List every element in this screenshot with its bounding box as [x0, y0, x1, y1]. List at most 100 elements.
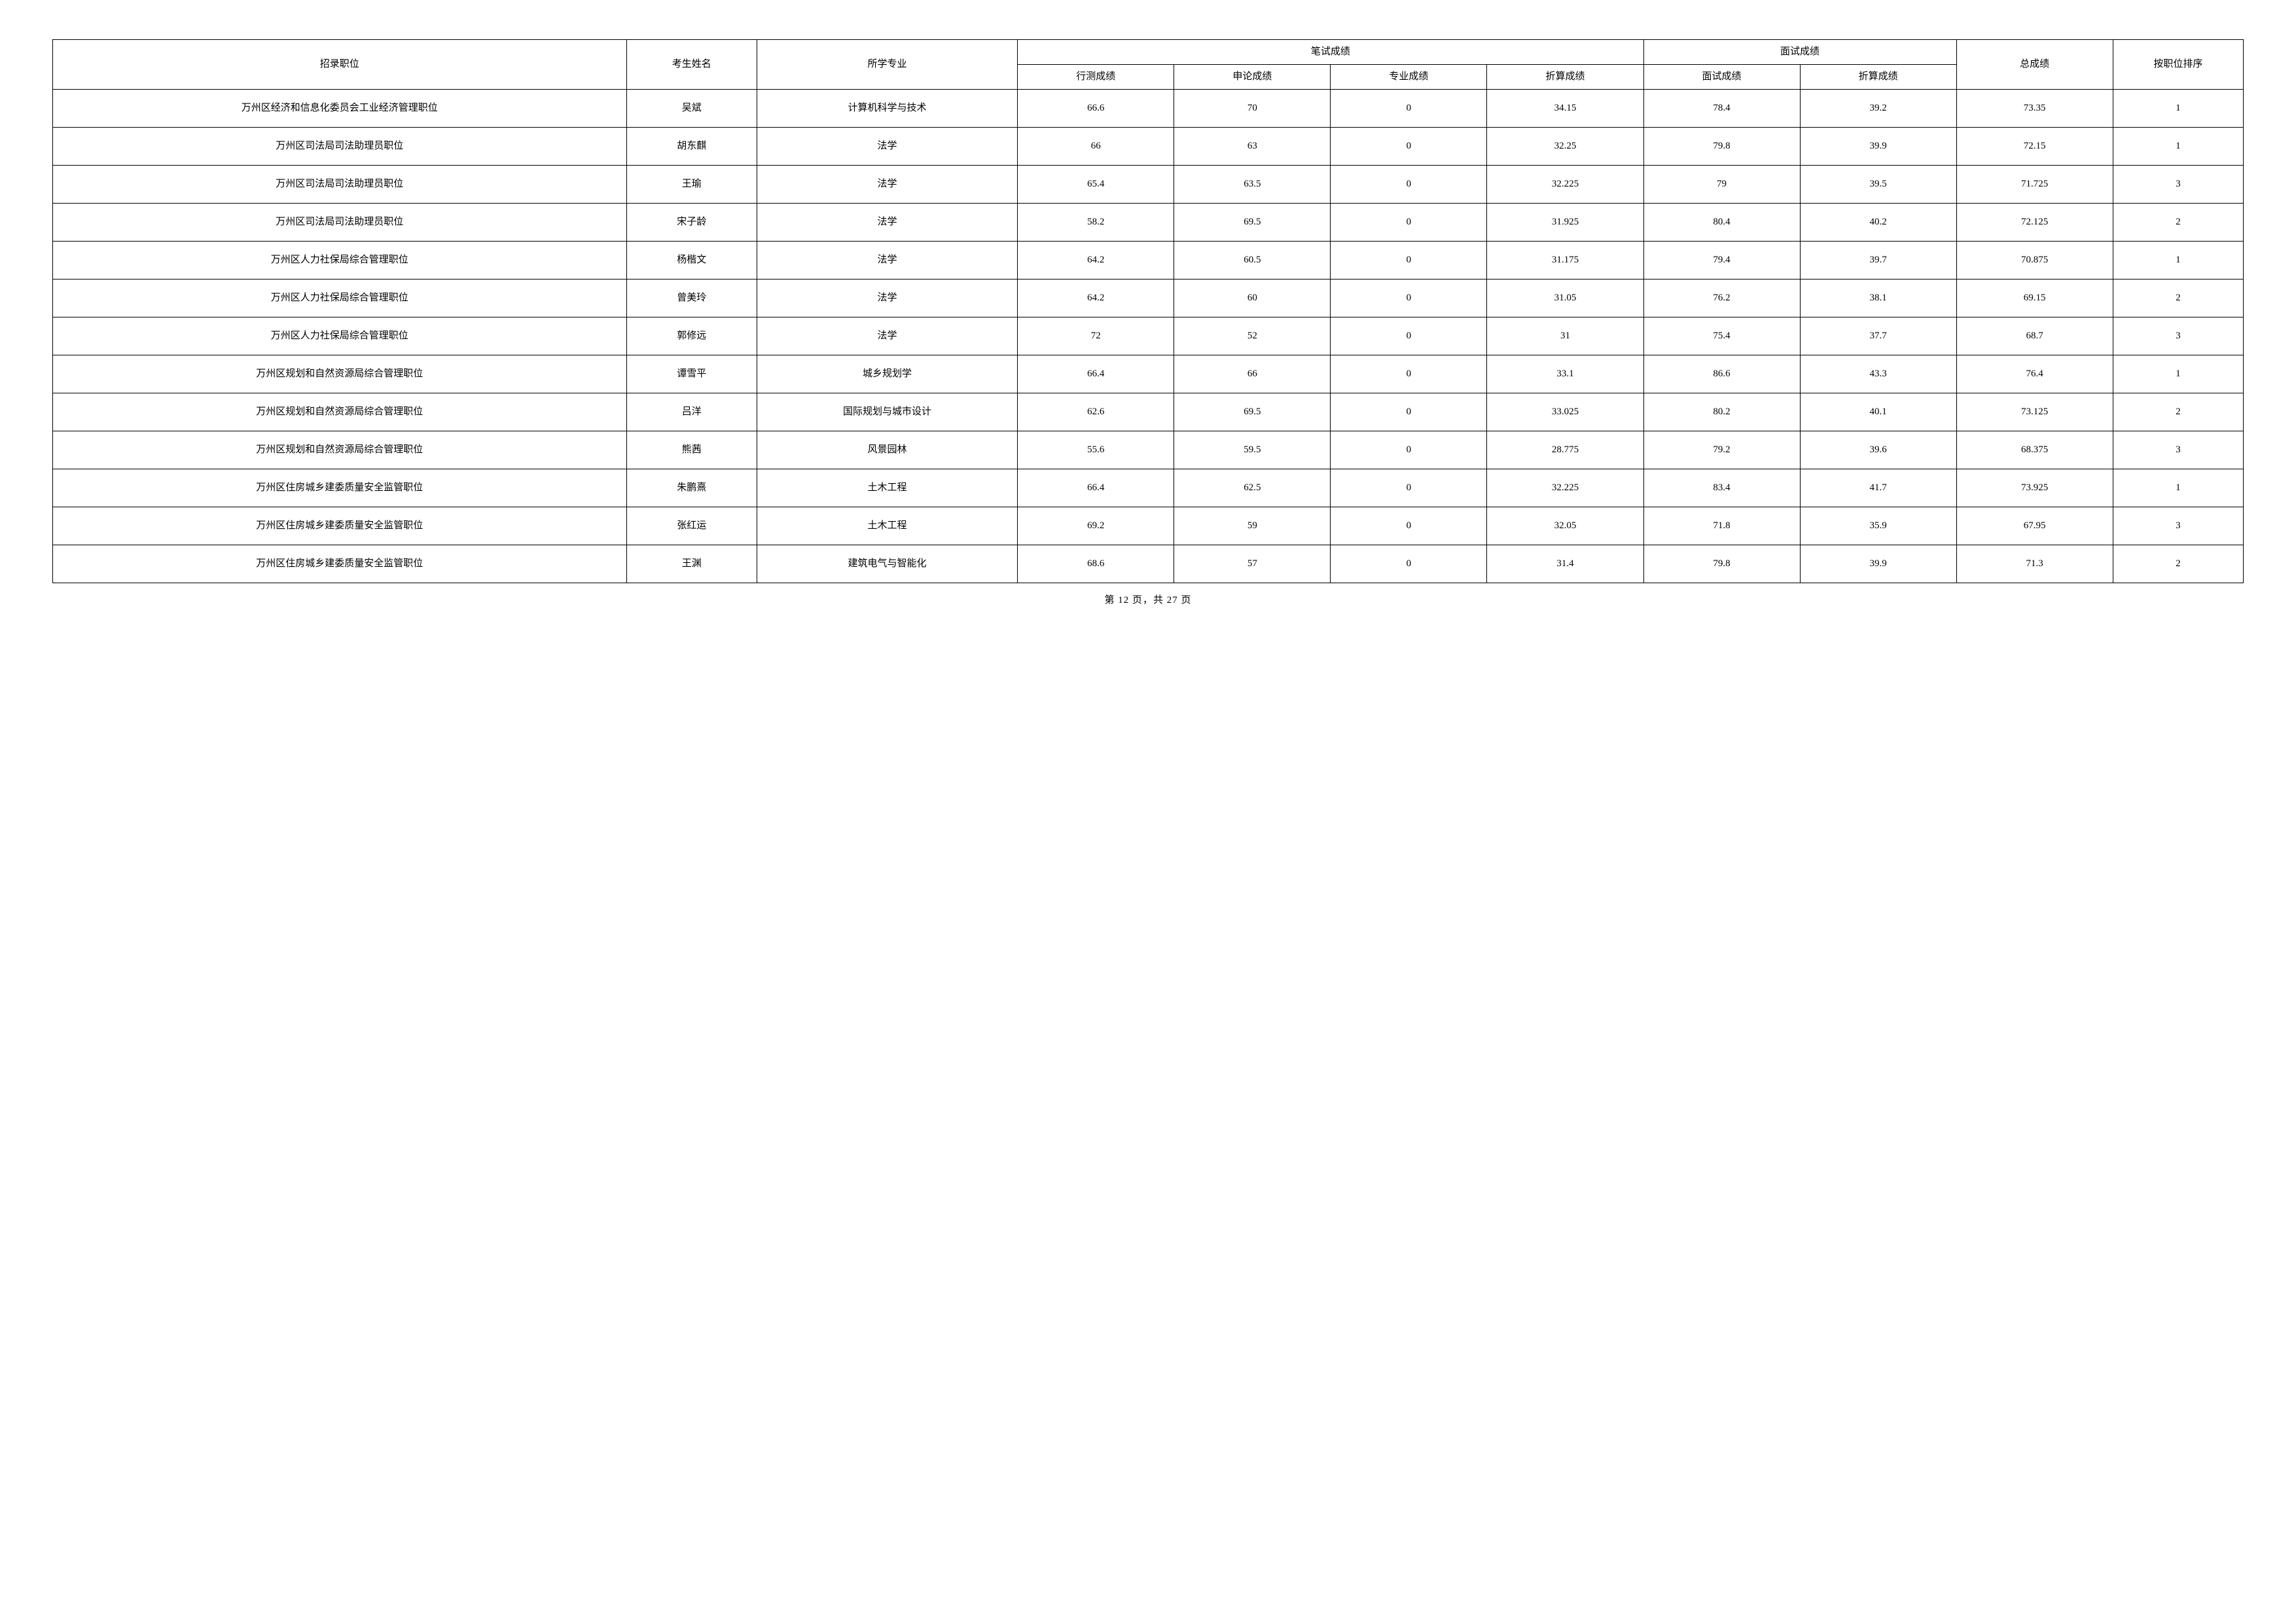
cell-zhuanye: 0 [1331, 469, 1487, 507]
cell-wconv: 31.175 [1487, 242, 1643, 280]
cell-major: 法学 [757, 280, 1017, 317]
cell-wconv: 31.05 [1487, 280, 1643, 317]
cell-wconv: 31.925 [1487, 204, 1643, 242]
cell-interview: 83.4 [1643, 469, 1800, 507]
cell-shenlun: 59 [1174, 507, 1331, 545]
cell-rank: 3 [2113, 166, 2243, 204]
cell-zhuanye: 0 [1331, 242, 1487, 280]
cell-major: 法学 [757, 128, 1017, 166]
cell-rank: 3 [2113, 431, 2243, 469]
cell-wconv: 28.775 [1487, 431, 1643, 469]
table-row: 万州区司法局司法助理员职位宋子龄法学58.269.5031.92580.440.… [53, 204, 2244, 242]
cell-shenlun: 69.5 [1174, 204, 1331, 242]
cell-wconv: 33.1 [1487, 355, 1643, 393]
cell-total: 72.15 [1956, 128, 2113, 166]
scores-table: 招录职位 考生姓名 所学专业 笔试成绩 面试成绩 总成绩 按职位排序 行测成绩 … [52, 39, 2244, 583]
cell-name: 杨楷文 [626, 242, 757, 280]
cell-position: 万州区规划和自然资源局综合管理职位 [53, 393, 627, 431]
table-row: 万州区规划和自然资源局综合管理职位吕洋国际规划与城市设计62.669.5033.… [53, 393, 2244, 431]
cell-name: 王渊 [626, 545, 757, 583]
header-total: 总成绩 [1956, 40, 2113, 90]
cell-wconv: 32.225 [1487, 166, 1643, 204]
cell-name: 曾美玲 [626, 280, 757, 317]
cell-wconv: 33.025 [1487, 393, 1643, 431]
cell-wconv: 32.225 [1487, 469, 1643, 507]
cell-shenlun: 62.5 [1174, 469, 1331, 507]
table-header: 招录职位 考生姓名 所学专业 笔试成绩 面试成绩 总成绩 按职位排序 行测成绩 … [53, 40, 2244, 90]
cell-rank: 2 [2113, 280, 2243, 317]
cell-interview: 79.4 [1643, 242, 1800, 280]
cell-name: 胡东麒 [626, 128, 757, 166]
header-shenlun: 申论成绩 [1174, 65, 1331, 90]
cell-xingce: 58.2 [1018, 204, 1174, 242]
cell-name: 熊茜 [626, 431, 757, 469]
cell-position: 万州区规划和自然资源局综合管理职位 [53, 431, 627, 469]
cell-wconv: 32.25 [1487, 128, 1643, 166]
cell-shenlun: 60.5 [1174, 242, 1331, 280]
cell-wconv: 32.05 [1487, 507, 1643, 545]
cell-name: 吕洋 [626, 393, 757, 431]
cell-total: 68.375 [1956, 431, 2113, 469]
cell-iconv: 37.7 [1800, 317, 1956, 355]
cell-major: 风景园林 [757, 431, 1017, 469]
cell-xingce: 55.6 [1018, 431, 1174, 469]
cell-major: 城乡规划学 [757, 355, 1017, 393]
cell-xingce: 62.6 [1018, 393, 1174, 431]
header-rank: 按职位排序 [2113, 40, 2243, 90]
cell-position: 万州区住房城乡建委质量安全监管职位 [53, 469, 627, 507]
cell-xingce: 66.6 [1018, 90, 1174, 128]
cell-name: 谭雪平 [626, 355, 757, 393]
table-body: 万州区经济和信息化委员会工业经济管理职位吴斌计算机科学与技术66.670034.… [53, 90, 2244, 583]
cell-shenlun: 69.5 [1174, 393, 1331, 431]
cell-interview: 80.4 [1643, 204, 1800, 242]
cell-major: 土木工程 [757, 469, 1017, 507]
cell-total: 73.35 [1956, 90, 2113, 128]
header-interview: 面试成绩 [1643, 65, 1800, 90]
cell-shenlun: 70 [1174, 90, 1331, 128]
cell-total: 67.95 [1956, 507, 2113, 545]
cell-major: 法学 [757, 166, 1017, 204]
cell-iconv: 43.3 [1800, 355, 1956, 393]
cell-xingce: 65.4 [1018, 166, 1174, 204]
cell-iconv: 40.1 [1800, 393, 1956, 431]
header-xingce: 行测成绩 [1018, 65, 1174, 90]
table-row: 万州区人力社保局综合管理职位曾美玲法学64.260031.0576.238.16… [53, 280, 2244, 317]
cell-iconv: 39.2 [1800, 90, 1956, 128]
cell-rank: 3 [2113, 317, 2243, 355]
cell-iconv: 39.7 [1800, 242, 1956, 280]
cell-zhuanye: 0 [1331, 355, 1487, 393]
cell-zhuanye: 0 [1331, 431, 1487, 469]
table-row: 万州区规划和自然资源局综合管理职位熊茜风景园林55.659.5028.77579… [53, 431, 2244, 469]
cell-total: 71.3 [1956, 545, 2113, 583]
cell-zhuanye: 0 [1331, 507, 1487, 545]
cell-total: 76.4 [1956, 355, 2113, 393]
cell-total: 70.875 [1956, 242, 2113, 280]
cell-rank: 2 [2113, 393, 2243, 431]
cell-iconv: 41.7 [1800, 469, 1956, 507]
cell-iconv: 40.2 [1800, 204, 1956, 242]
header-interview-converted: 折算成绩 [1800, 65, 1956, 90]
cell-zhuanye: 0 [1331, 128, 1487, 166]
cell-xingce: 66.4 [1018, 469, 1174, 507]
cell-shenlun: 52 [1174, 317, 1331, 355]
cell-rank: 1 [2113, 355, 2243, 393]
cell-major: 土木工程 [757, 507, 1017, 545]
cell-total: 71.725 [1956, 166, 2113, 204]
cell-interview: 79.2 [1643, 431, 1800, 469]
cell-xingce: 69.2 [1018, 507, 1174, 545]
cell-name: 王瑜 [626, 166, 757, 204]
cell-position: 万州区司法局司法助理员职位 [53, 128, 627, 166]
cell-rank: 1 [2113, 90, 2243, 128]
cell-major: 法学 [757, 242, 1017, 280]
cell-position: 万州区司法局司法助理员职位 [53, 204, 627, 242]
cell-iconv: 39.6 [1800, 431, 1956, 469]
header-name: 考生姓名 [626, 40, 757, 90]
header-written-converted: 折算成绩 [1487, 65, 1643, 90]
cell-name: 朱鹏熹 [626, 469, 757, 507]
header-written-group: 笔试成绩 [1018, 40, 1643, 65]
cell-shenlun: 60 [1174, 280, 1331, 317]
cell-rank: 2 [2113, 204, 2243, 242]
cell-xingce: 68.6 [1018, 545, 1174, 583]
table-row: 万州区规划和自然资源局综合管理职位谭雪平城乡规划学66.466033.186.6… [53, 355, 2244, 393]
cell-name: 宋子龄 [626, 204, 757, 242]
